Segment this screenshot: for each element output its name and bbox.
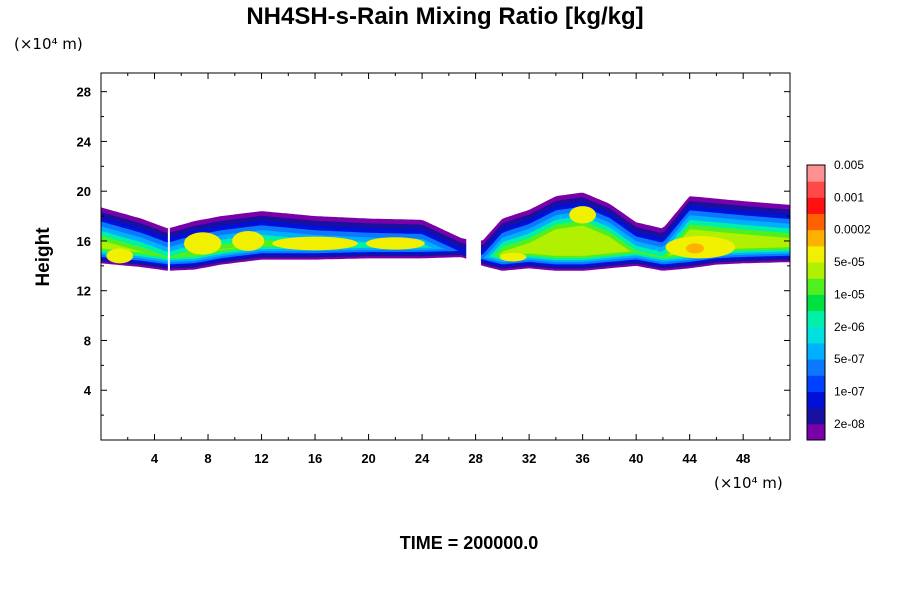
y-tick-label: 28 [77,85,91,100]
colorbar-swatch [807,197,825,215]
colorbar-label: 0.0002 [834,223,871,237]
x-tick-label: 24 [415,451,430,466]
x-tick-label: 12 [254,451,268,466]
colorbar-swatch [807,423,825,441]
plot-frame [100,72,791,441]
x-axis: 4 8 12 16 20 24 28 32 36 40 44 48 [127,73,771,466]
y-tick-label: 16 [77,234,91,249]
field-band [101,225,790,256]
field-core [569,206,597,224]
colorbar-swatch [807,294,825,312]
colorbar-swatch [807,375,825,392]
chart-title: NH4SH-s-Rain Mixing Ratio [kg/kg] [246,3,643,30]
colorbar-swatch [807,310,825,328]
field-core [272,236,358,251]
colorbar-swatch [807,326,825,344]
field-core [183,232,222,255]
field-core [365,237,425,250]
x-tick-label: 32 [522,451,536,466]
colorbar-swatch [807,359,825,376]
colorbar-swatch [807,245,825,263]
colorbar-swatch [807,213,825,231]
colorbar-swatch [807,229,825,247]
field-gap [466,73,481,440]
colorbar-label: 2e-08 [834,417,865,431]
colorbar-label: 5e-07 [834,352,865,366]
x-tick-label: 40 [629,451,643,466]
colorbar-label: 0.005 [834,158,864,172]
colorbar-label: 1e-07 [834,384,865,398]
colorbar: 2e-08 1e-07 5e-07 2e-06 1e-05 5e-05 0.0002 0.00… [806,158,871,441]
field-peak [686,243,705,254]
y-axis: 4 8 12 16 20 24 28 [77,85,790,416]
colorbar-swatch [807,181,825,198]
y-tick-label: 24 [77,134,92,149]
x-tick-label: 16 [308,451,322,466]
y-tick-label: 12 [77,284,91,299]
x-tick-label: 44 [682,451,697,466]
field-core [232,230,265,251]
x-tick-label: 4 [151,451,159,466]
y-axis-label: Height [33,227,54,287]
x-tick-label: 28 [468,451,482,466]
y-tick-label: 8 [84,333,91,348]
y-tick-label: 4 [84,383,92,398]
colorbar-frame [806,164,826,441]
colorbar-swatch [807,391,825,409]
x-unit-label: (×10⁴ m) [714,474,783,492]
colorbar-swatch [807,407,825,425]
y-tick-label: 20 [77,184,91,199]
mixing-ratio-field [101,73,790,440]
field-core [106,248,134,264]
colorbar-swatch [807,165,825,182]
colorbar-label: 1e-05 [834,287,865,301]
field-gap [167,73,170,440]
field-core [499,252,527,262]
x-tick-label: 48 [736,451,750,466]
colorbar-swatch [807,342,825,360]
colorbar-label: 2e-06 [834,320,865,334]
colorbar-swatch [807,262,825,279]
y-unit-label: (×10⁴ m) [14,35,83,53]
colorbar-label: 0.001 [834,190,864,204]
colorbar-swatch [807,278,825,295]
x-tick-label: 36 [575,451,589,466]
time-label: TIME = 200000.0 [400,533,539,553]
colorbar-label: 5e-05 [834,255,865,269]
x-tick-label: 8 [204,451,211,466]
x-tick-label: 20 [361,451,375,466]
